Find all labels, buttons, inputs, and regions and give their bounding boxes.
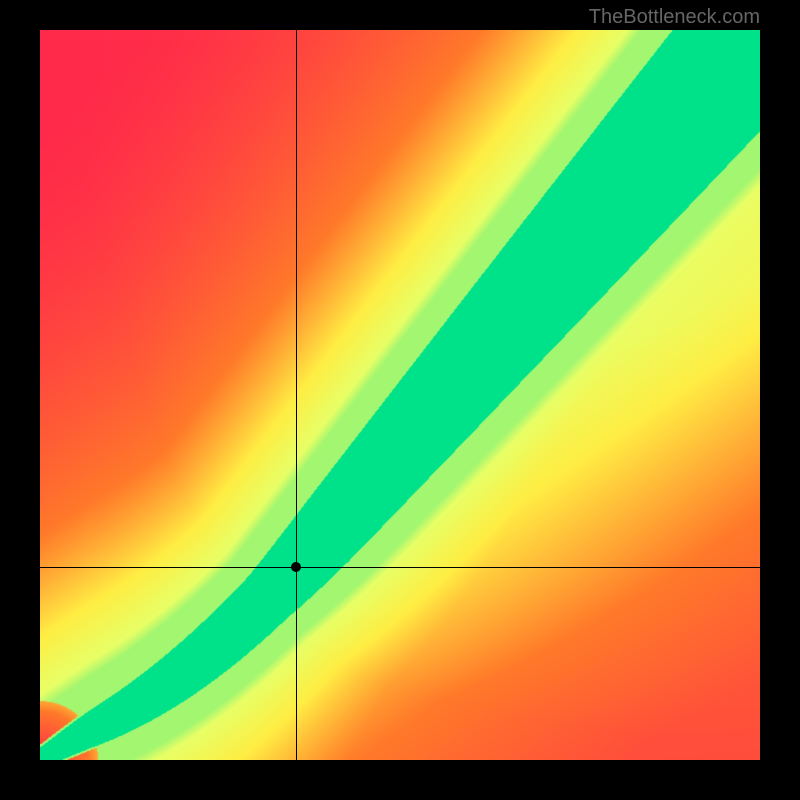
plot-area xyxy=(40,30,760,760)
crosshair-vertical xyxy=(296,30,297,760)
watermark-text: TheBottleneck.com xyxy=(589,6,760,29)
heatmap-canvas xyxy=(40,30,760,760)
chart-container: TheBottleneck.com xyxy=(0,0,800,800)
data-point-marker xyxy=(291,562,301,572)
crosshair-horizontal xyxy=(40,567,760,568)
